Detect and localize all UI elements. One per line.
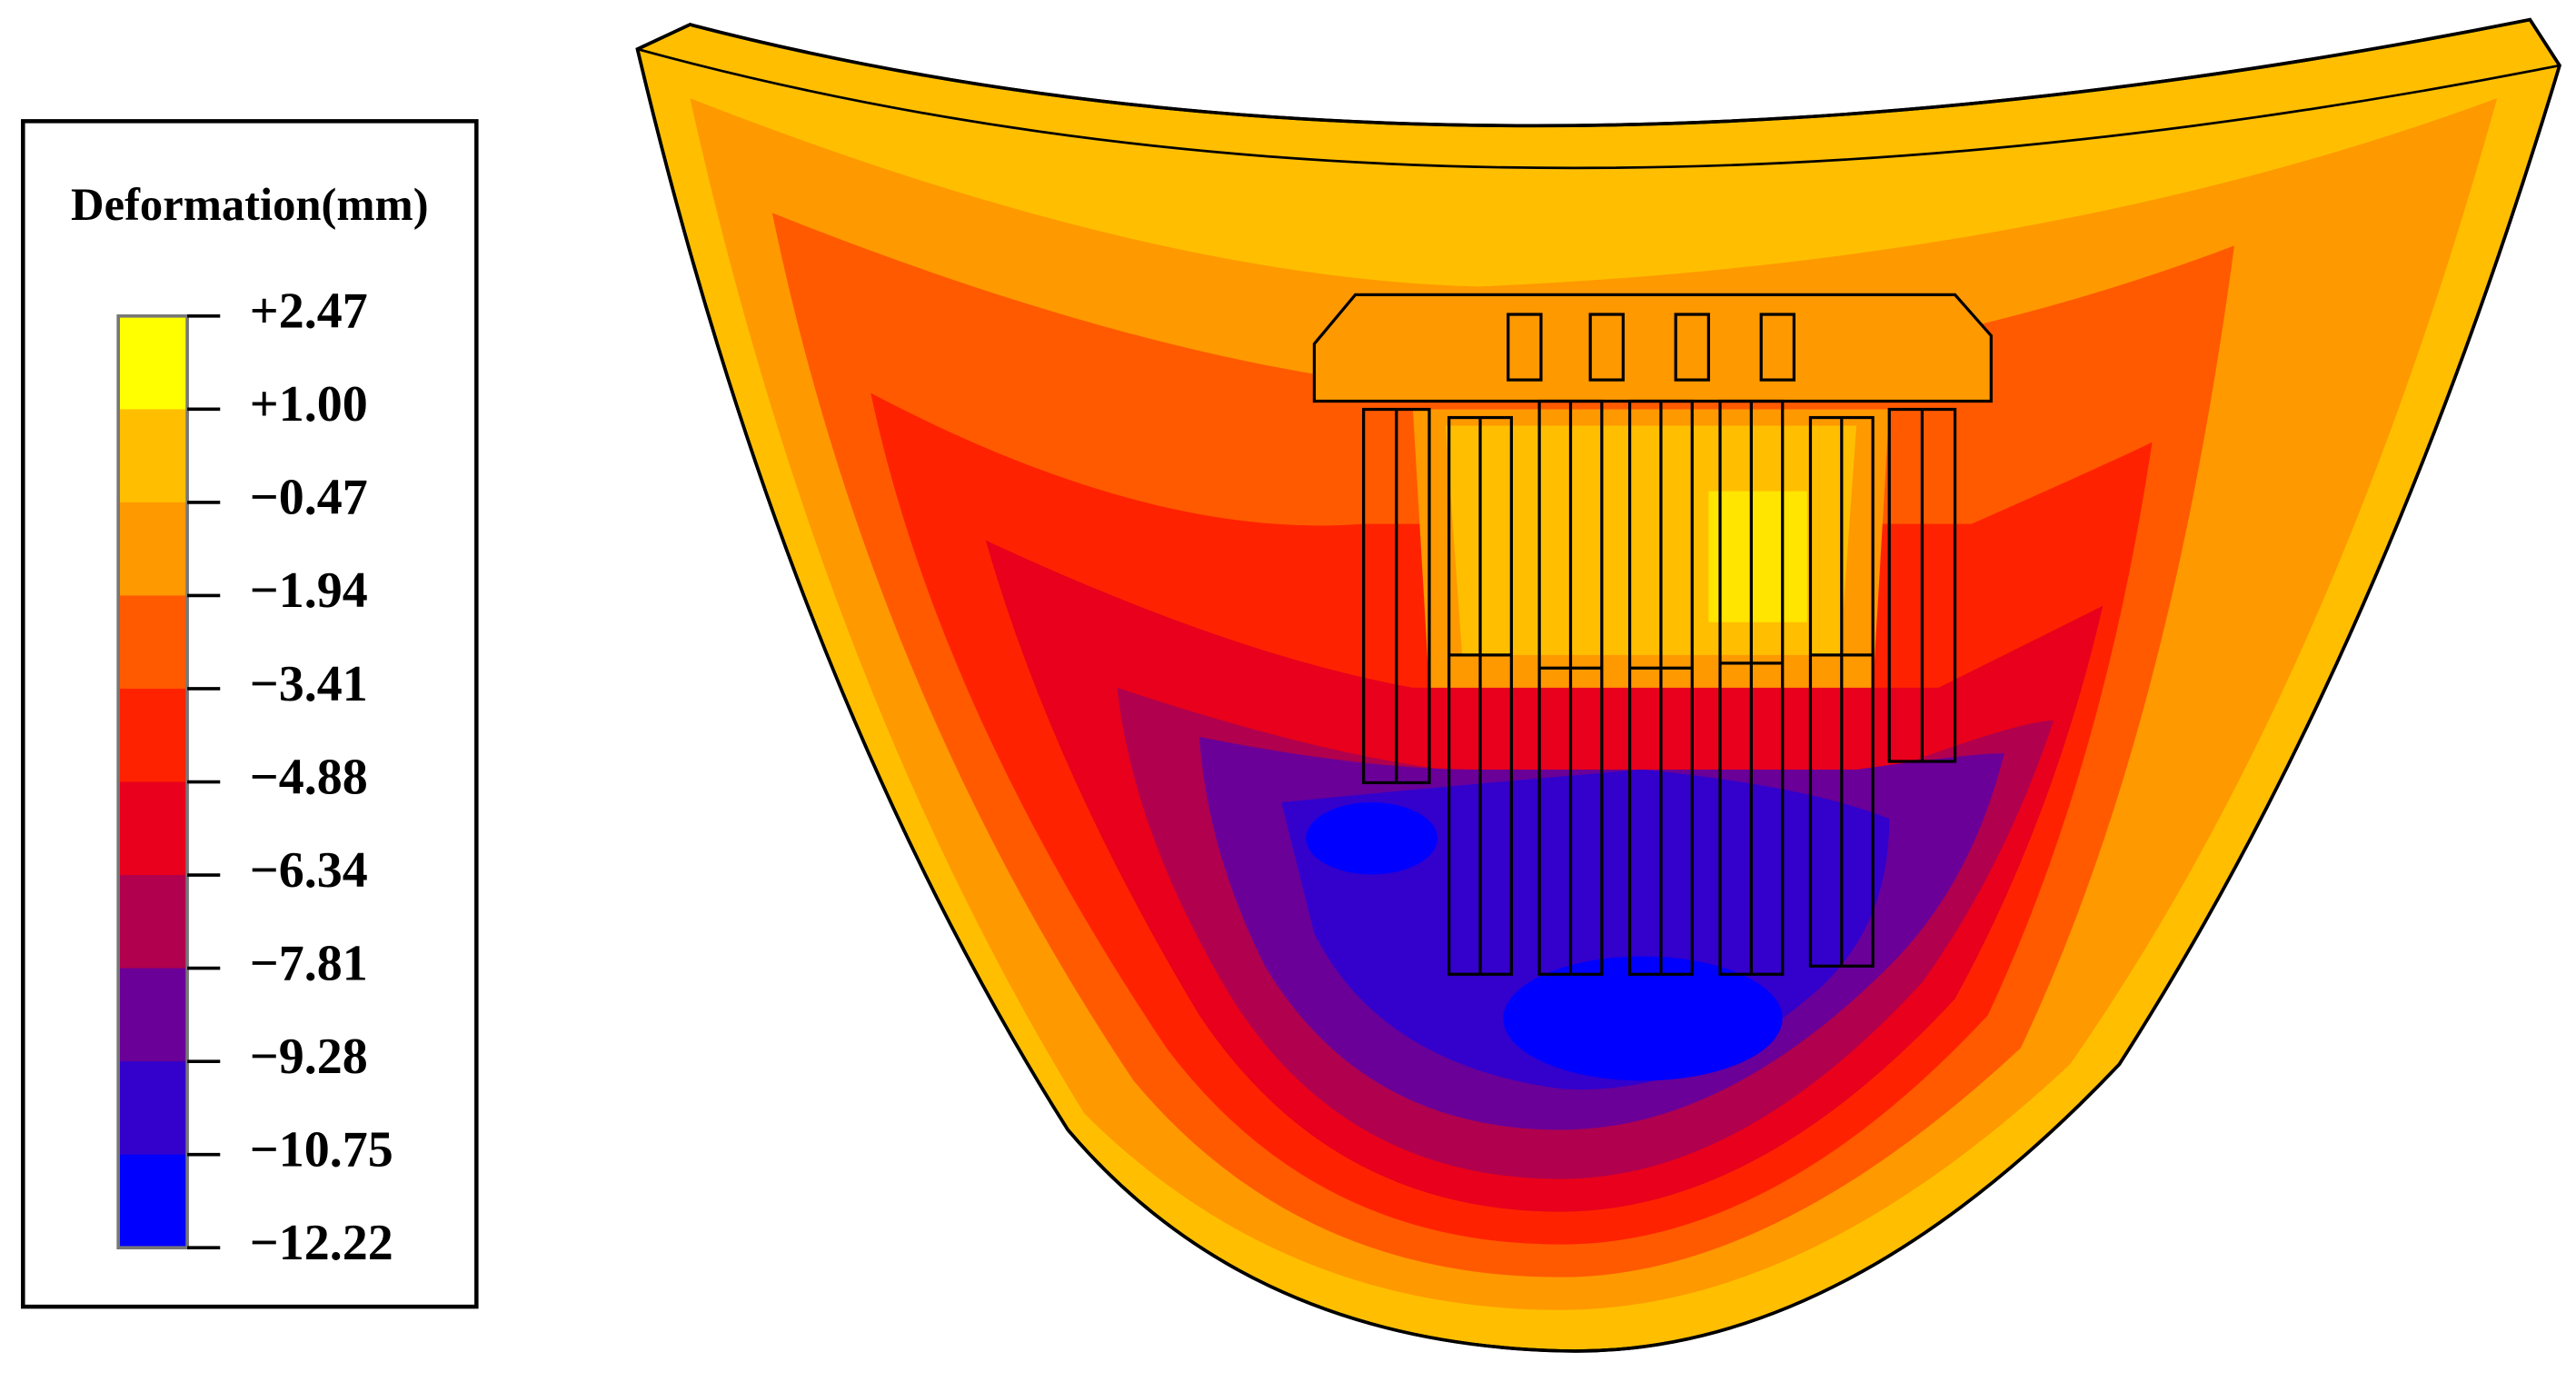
legend-band — [118, 875, 188, 969]
legend-label: −3.41 — [250, 656, 368, 712]
legend-label: +1.00 — [250, 376, 368, 432]
legend-label: −7.81 — [250, 936, 368, 992]
legend-label: −6.34 — [250, 842, 368, 899]
legend-label: −4.88 — [250, 749, 368, 805]
legend-band — [118, 502, 188, 597]
legend-label: +2.47 — [250, 283, 368, 340]
legend-band — [118, 781, 188, 876]
legend-label: −10.75 — [250, 1122, 393, 1178]
legend-band — [118, 409, 188, 503]
pile-group — [1312, 293, 1993, 976]
legend-label: −9.28 — [250, 1029, 368, 1085]
legend-band — [118, 968, 188, 1063]
legend-band — [118, 315, 188, 411]
legend-label: −12.22 — [250, 1215, 393, 1271]
legend-band — [118, 1154, 188, 1249]
legend-label: −1.94 — [250, 562, 368, 619]
legend-band — [118, 595, 188, 690]
legend-frame — [21, 119, 479, 1309]
contour-body — [635, 17, 2561, 1353]
legend-band — [118, 1061, 188, 1156]
legend-bar: +2.47 +1.00 −0.47 −1.94 −3.41 −4.88 −6.34 −7.81… — [116, 283, 393, 1271]
legend-title: Deformation(mm) — [71, 179, 429, 230]
legend-label: −0.47 — [250, 470, 368, 526]
legend-band — [118, 688, 188, 783]
